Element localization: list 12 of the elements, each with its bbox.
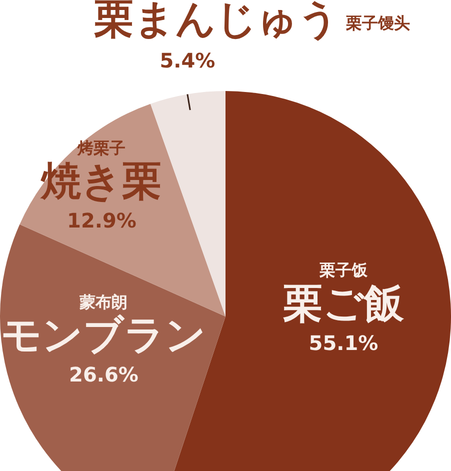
text: 蒙布朗: [80, 292, 128, 312]
data-label: 12.9%: [67, 208, 136, 232]
data-label: 55.1%: [308, 330, 378, 355]
slice-label: 栗ご飯: [282, 280, 405, 327]
slice-label: モンブラン: [1, 312, 206, 358]
text: 栗子馒头: [346, 13, 410, 32]
text: 烤栗子: [78, 138, 126, 158]
slice-label: 栗まんじゅう: [94, 0, 339, 43]
data-label: 26.6%: [69, 362, 138, 386]
text: 栗子饭: [319, 260, 368, 280]
data-label: 5.4%: [160, 48, 216, 72]
slice-label: 焼き栗: [40, 158, 162, 205]
